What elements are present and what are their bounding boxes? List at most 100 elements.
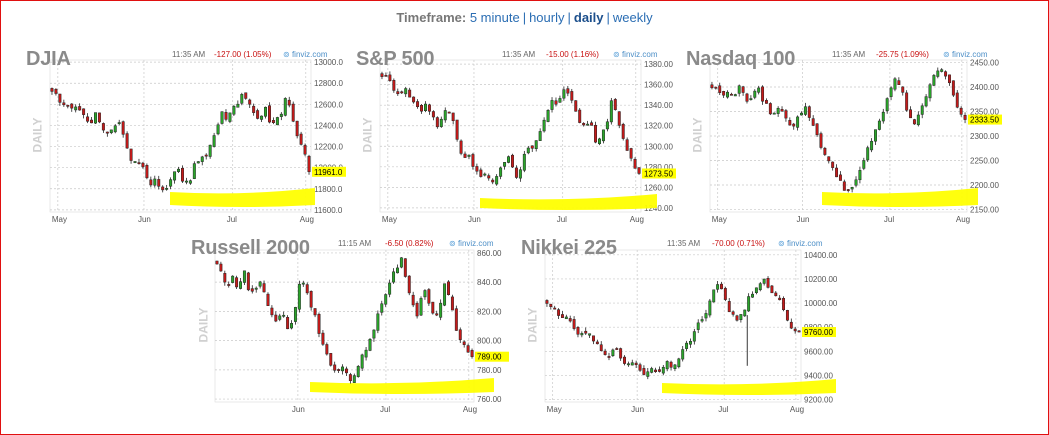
candle-body: [866, 147, 870, 161]
candle-body: [726, 91, 729, 98]
y-tick-label: 1280.00: [644, 163, 673, 172]
y-tick-label: 2400.00: [970, 83, 999, 92]
candle-body: [250, 288, 254, 292]
chart-title: S&P 500: [356, 48, 435, 70]
candle-body: [753, 90, 757, 98]
y-tick-label: 760.00: [477, 395, 502, 404]
candle-body: [796, 116, 800, 128]
candle-body: [747, 296, 751, 312]
finviz-brand: ⊚ finviz.com: [778, 239, 823, 248]
candle-body: [762, 278, 766, 284]
candle-body: [831, 161, 835, 168]
candle-body: [722, 91, 726, 96]
candle-body: [392, 271, 396, 283]
candle-body: [546, 109, 550, 122]
candle-body: [514, 167, 518, 178]
x-tick-label: May: [712, 215, 727, 224]
candle-body: [885, 98, 889, 112]
candle-body: [526, 147, 530, 154]
candle-body: [447, 111, 451, 114]
timeframe-daily[interactable]: daily: [573, 10, 604, 25]
candle-body: [580, 333, 584, 336]
candle-body: [232, 106, 236, 115]
candle-body: [268, 105, 271, 123]
candle-body: [511, 154, 514, 168]
candle-body: [598, 138, 601, 145]
finviz-brand: ⊚ finviz.com: [283, 50, 328, 59]
candle-body: [196, 161, 200, 164]
x-tick-label: Jun: [292, 405, 305, 414]
y-tick-label: 1380.00: [644, 60, 673, 69]
candle-body: [165, 188, 169, 190]
candle-body: [454, 308, 458, 331]
candle-body: [352, 375, 356, 383]
candle-body: [462, 341, 466, 345]
candle-body: [854, 179, 858, 186]
candle-body: [399, 257, 403, 268]
candle-body: [561, 314, 564, 318]
y-tick-label: 9200.00: [804, 396, 833, 405]
candle-body: [157, 179, 161, 187]
candle-body: [299, 133, 303, 145]
candle-body: [850, 186, 854, 190]
candle-body: [309, 291, 313, 308]
candle-body: [729, 93, 733, 96]
candle-body: [584, 330, 588, 334]
candle-body: [503, 162, 507, 167]
candle-body: [665, 361, 669, 370]
candle-body: [192, 163, 196, 179]
candle-body: [466, 345, 470, 353]
candle-body: [321, 332, 325, 345]
candle-body: [607, 356, 611, 358]
candle-body: [739, 314, 743, 320]
candle-body: [735, 315, 739, 321]
candle-body: [380, 73, 384, 77]
candle-body: [554, 100, 558, 105]
candle-body: [282, 314, 286, 317]
candle-body: [141, 162, 145, 168]
candle-body: [400, 91, 404, 94]
x-tick-label: Jun: [631, 405, 644, 414]
y-tick-label: 10400.00: [804, 251, 838, 260]
chart-change: -6.50 (0.82%): [385, 239, 434, 248]
candle-body: [920, 105, 924, 115]
candle-body: [307, 155, 311, 173]
chart-time: 11:35 AM: [832, 50, 866, 59]
candle-body: [590, 122, 594, 126]
candle-body: [889, 87, 893, 97]
candle-body: [819, 133, 823, 148]
candle-body: [317, 313, 321, 334]
candle-body: [692, 331, 696, 342]
candle-body: [403, 258, 407, 277]
candle-body: [227, 284, 231, 286]
timeframe-hourly[interactable]: hourly: [529, 10, 565, 25]
candle-body: [558, 98, 562, 103]
candle-body: [291, 103, 295, 122]
chart-change: -25.75 (1.09%): [876, 50, 929, 59]
candle-body: [325, 344, 329, 355]
candle-body: [877, 120, 881, 130]
candle-body: [650, 368, 654, 373]
candle-body: [463, 153, 467, 158]
candle-body: [574, 100, 578, 112]
candle-body: [356, 366, 360, 377]
timeframe-5-minute[interactable]: 5 minute: [469, 10, 520, 25]
timeframe-weekly[interactable]: weekly: [612, 10, 653, 25]
candle-body: [862, 160, 866, 169]
x-tick-label: Aug: [300, 215, 314, 224]
candle-body: [545, 300, 549, 304]
candle-body: [716, 284, 720, 290]
candle-body: [407, 275, 411, 294]
candle-body: [936, 70, 940, 77]
candle-body: [415, 302, 419, 317]
candle-body: [173, 171, 177, 181]
candle-body: [113, 125, 117, 133]
candle-body: [372, 329, 376, 339]
candle-body: [177, 168, 180, 172]
candle-body: [518, 169, 522, 179]
candle-body: [951, 80, 955, 96]
last-price-label: 1273.50: [644, 169, 673, 178]
candle-body: [216, 124, 220, 135]
